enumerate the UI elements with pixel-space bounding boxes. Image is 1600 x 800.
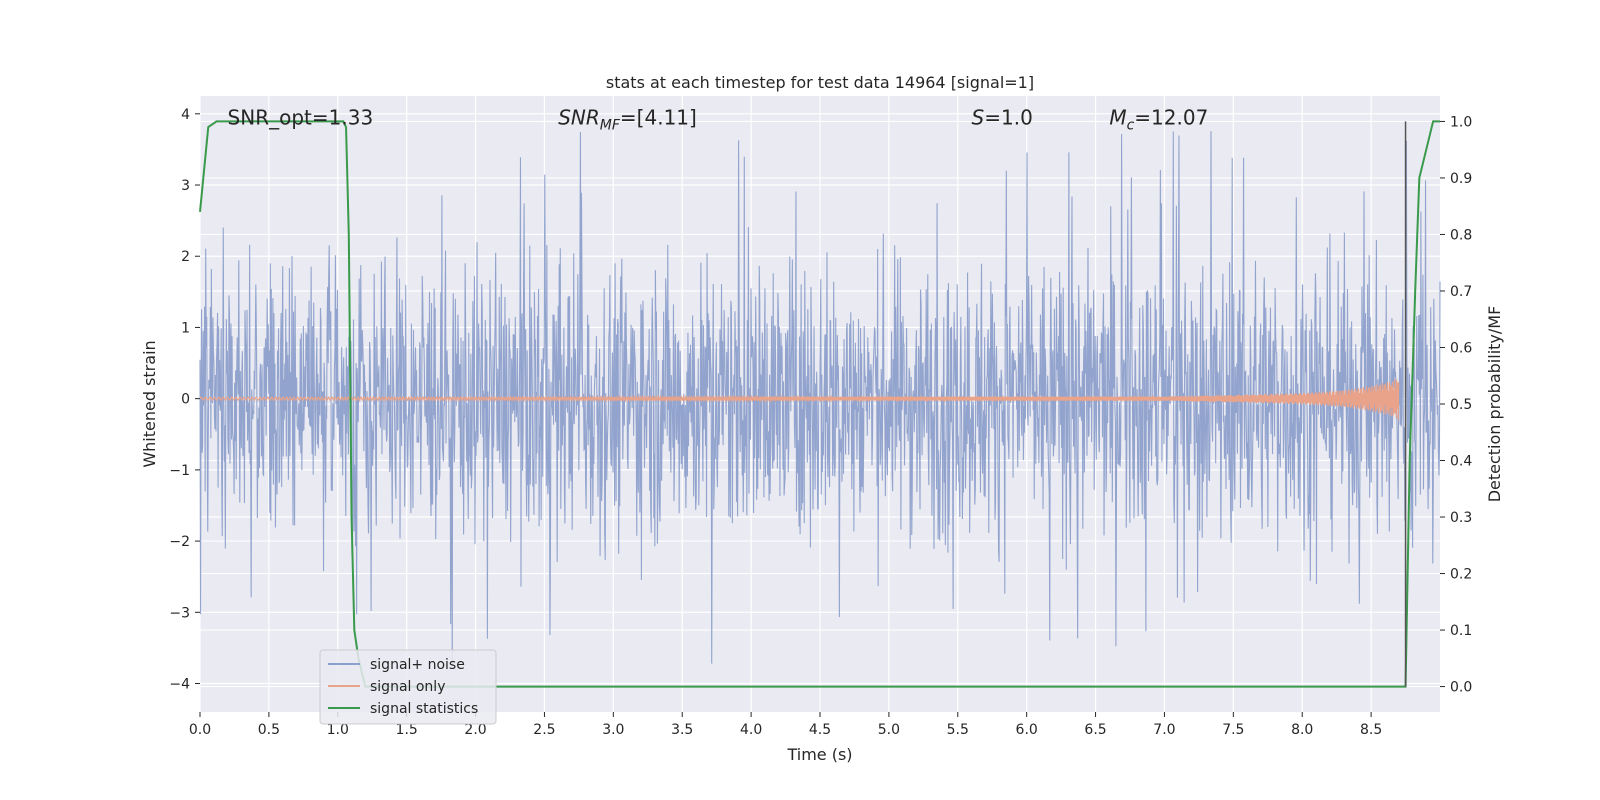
y-axis-title: Whitened strain xyxy=(140,340,159,467)
y2-tick-label: 0.9 xyxy=(1450,171,1472,187)
x-tick-label: 2.5 xyxy=(533,722,555,738)
y-tick-label: 1 xyxy=(181,320,190,336)
x-tick-label: 8.0 xyxy=(1291,722,1313,738)
annotation-rest: =[4.11] xyxy=(620,105,697,129)
x-tick-label: 5.0 xyxy=(878,722,900,738)
signal-only-line xyxy=(199,379,1400,420)
legend-label-signal-noise: signal+ noise xyxy=(370,657,465,673)
y-tick-label: −1 xyxy=(169,463,190,479)
y2-tick-label: 0.2 xyxy=(1450,567,1472,583)
y2-tick-label: 0.1 xyxy=(1450,623,1472,639)
annotation-sub: c xyxy=(1127,117,1135,133)
x-tick-label: 4.0 xyxy=(740,722,762,738)
annotations: SNR_opt=1.33 SNRMF=[4.11] S=1.0 Mc=12.07 xyxy=(228,105,1209,133)
x-tick-label: 0.0 xyxy=(189,722,211,738)
y2-axis-ticks: 0.0 0.1 0.2 0.3 0.4 0.5 0.6 0.7 0.8 0.9 1.0 xyxy=(1440,114,1472,696)
x-tick-label: 7.5 xyxy=(1222,722,1244,738)
x-tick-label: 7.0 xyxy=(1153,722,1175,738)
y2-tick-label: 0.5 xyxy=(1450,397,1472,413)
x-tick-label: 3.0 xyxy=(602,722,624,738)
x-tick-label: 4.5 xyxy=(809,722,831,738)
legend: signal+ noise signal only signal statist… xyxy=(319,649,497,725)
x-tick-label: 6.0 xyxy=(1016,722,1038,738)
annotation-rest: =1.0 xyxy=(984,105,1033,129)
legend-label-signal-statistics: signal statistics xyxy=(370,701,478,717)
annotation-0: SNR_opt=1.33 xyxy=(228,105,374,129)
y-tick-label: 3 xyxy=(181,178,190,194)
x-tick-label: 6.5 xyxy=(1084,722,1106,738)
y-tick-label: 4 xyxy=(181,107,190,123)
y-tick-label: −2 xyxy=(169,534,190,550)
y2-tick-label: 1.0 xyxy=(1450,114,1472,130)
x-axis-title: Time (s) xyxy=(786,745,852,764)
annotation-3: Mc=12.07 xyxy=(1109,105,1208,133)
annotation-2: S=1.0 xyxy=(972,105,1033,129)
annotation-main: S xyxy=(972,105,985,129)
y2-tick-label: 0.8 xyxy=(1450,227,1472,243)
x-tick-label: 3.5 xyxy=(671,722,693,738)
x-tick-label: 2.0 xyxy=(464,722,486,738)
x-tick-label: 1.0 xyxy=(327,722,349,738)
y2-tick-label: 0.3 xyxy=(1450,510,1472,526)
x-tick-label: 0.5 xyxy=(258,722,280,738)
y2-tick-label: 0.6 xyxy=(1450,340,1472,356)
legend-box xyxy=(319,649,497,725)
y2-tick-label: 0.0 xyxy=(1450,680,1472,696)
annotation-main: SNR xyxy=(558,105,600,129)
y2-tick-label: 0.7 xyxy=(1450,284,1472,300)
annotation-rest: =12.07 xyxy=(1134,105,1208,129)
x-tick-label: 5.5 xyxy=(947,722,969,738)
y-axis-ticks: −4 −3 −2 −1 0 1 2 3 4 xyxy=(169,107,200,693)
series-signal-only xyxy=(199,379,1400,420)
y2-tick-label: 0.4 xyxy=(1450,454,1472,470)
annotation-sub: MF xyxy=(600,117,621,133)
legend-label-signal-only: signal only xyxy=(370,679,445,695)
annotation-main: M xyxy=(1109,105,1126,129)
y-tick-label: 2 xyxy=(181,249,190,265)
x-tick-label: 8.5 xyxy=(1360,722,1382,738)
x-tick-label: 1.5 xyxy=(396,722,418,738)
y-tick-label: −4 xyxy=(169,677,190,693)
y-tick-label: 0 xyxy=(181,392,190,408)
x-axis-ticks: 0.0 0.5 1.0 1.5 2.0 2.5 3.0 3.5 4.0 4.5 5.0 5.5 6.0 6… xyxy=(189,712,1382,738)
chart-title: stats at each timestep for test data 149… xyxy=(606,73,1034,92)
y2-axis-title: Detection probability/MF xyxy=(1485,306,1504,503)
annotation-1: SNRMF=[4.11] xyxy=(558,105,697,133)
y-tick-label: −3 xyxy=(169,605,190,621)
